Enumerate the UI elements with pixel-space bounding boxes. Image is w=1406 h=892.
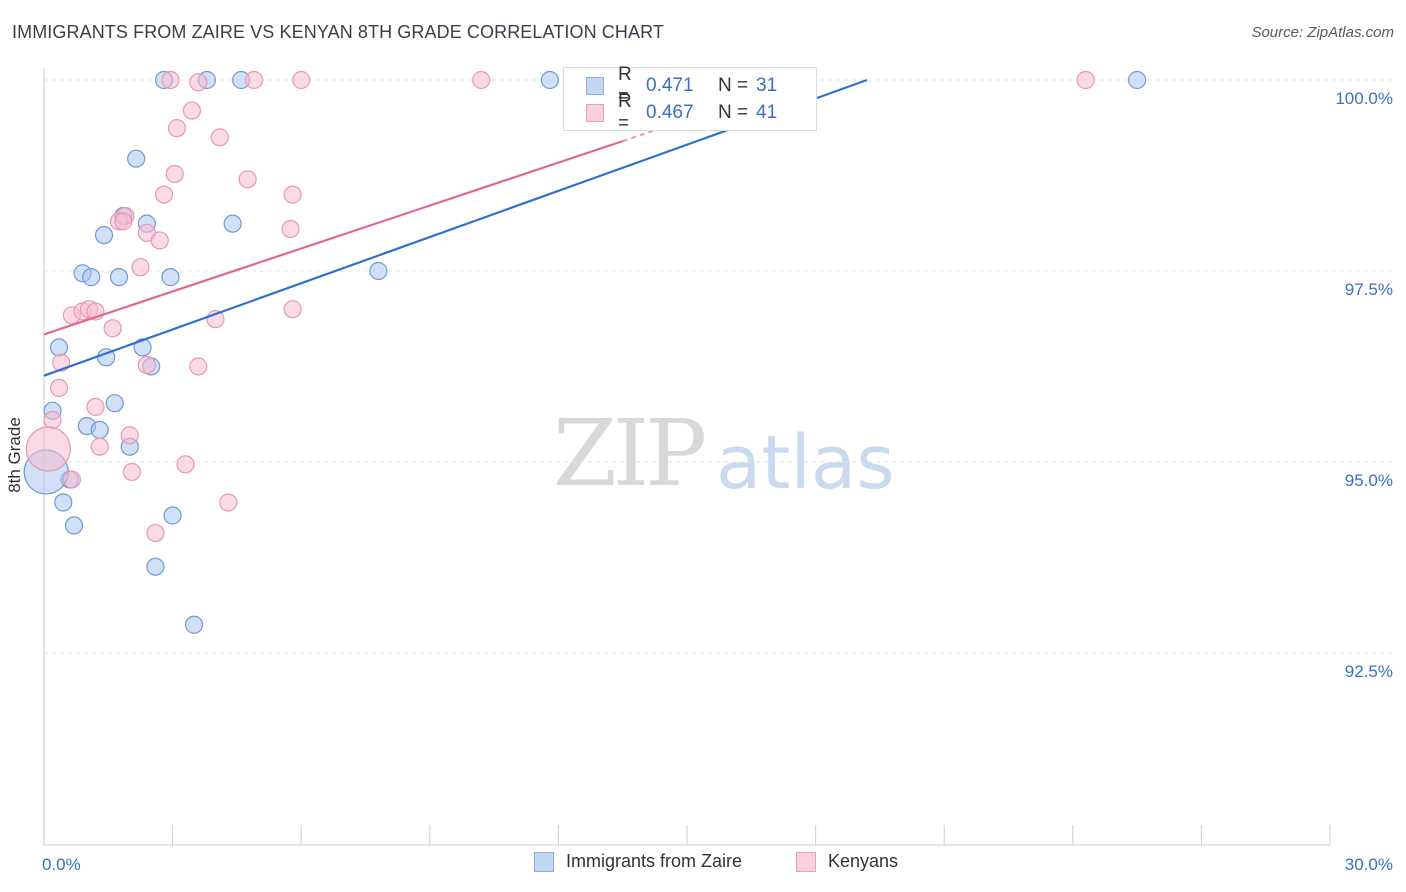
legend-r-label: R = (618, 91, 632, 134)
data-point-zaire (127, 149, 146, 168)
legend-n-label: N = (718, 75, 749, 96)
data-point-kenyans (189, 73, 208, 92)
data-point-kenyans (1076, 70, 1095, 90)
data-point-kenyans (146, 523, 165, 543)
legend-n-label: N = (718, 102, 749, 123)
data-point-kenyans (90, 437, 109, 456)
data-point-kenyans (86, 397, 105, 417)
legend-swatch-kenyans (586, 104, 604, 122)
data-point-kenyans (176, 455, 195, 474)
data-point-zaire (94, 225, 114, 245)
legend-row-zaire: R = 0.471 N = 31 (586, 64, 778, 107)
data-point-zaire (223, 214, 242, 233)
legend-r-value: 0.467 (646, 102, 694, 123)
series-legend-item-zaire[interactable]: Immigrants from Zaire (534, 851, 742, 872)
data-point-kenyans (281, 219, 300, 239)
data-point-kenyans (114, 212, 133, 231)
data-point-kenyans (122, 462, 141, 482)
data-point-zaire (105, 394, 124, 413)
legend-n-value: 31 (756, 75, 778, 96)
data-point-kenyans (150, 231, 169, 250)
data-point-kenyans (182, 101, 201, 120)
data-point-zaire (90, 420, 109, 440)
watermark-zip: ZIP (553, 400, 707, 507)
data-point-kenyans (283, 300, 302, 319)
data-point-zaire (161, 268, 180, 287)
legend-r-label: R = (618, 64, 632, 107)
data-point-kenyans (210, 128, 229, 147)
data-point-kenyans (238, 170, 257, 189)
legend-swatch-zaire (586, 77, 604, 95)
series-legend-label-kenyans: Kenyans (828, 851, 899, 871)
y-tick-label: 100.0% (1335, 89, 1393, 108)
data-point-zaire (163, 506, 182, 525)
data-point-kenyans (167, 119, 186, 138)
data-point-kenyans (103, 319, 122, 338)
data-point-zaire (184, 615, 204, 634)
data-point-kenyans (131, 258, 150, 277)
data-point-zaire (54, 493, 73, 512)
series-legend-swatch-kenyans (796, 851, 816, 872)
data-point-kenyans (189, 357, 208, 376)
data-point-kenyans (137, 355, 156, 375)
y-tick-label: 97.5% (1345, 280, 1393, 299)
data-point-kenyans (283, 185, 302, 204)
data-point-zaire (146, 557, 165, 576)
data-point-kenyans (49, 378, 69, 397)
correlation-legend: R = 0.471 N = 31 R = 0.467 N = 41 (563, 64, 817, 134)
data-point-kenyans (43, 410, 62, 430)
y-tick-label: 92.5% (1345, 662, 1393, 681)
data-point-zaire (369, 261, 388, 281)
data-point-kenyans (120, 426, 139, 445)
data-point-zaire (1127, 70, 1147, 90)
data-point-kenyans (25, 426, 71, 472)
x-tick-label: 0.0% (42, 855, 81, 874)
data-point-kenyans (165, 164, 184, 184)
data-point-zaire (540, 70, 559, 90)
source-label: Source: ZipAtlas.com (1251, 24, 1394, 41)
data-point-zaire (109, 268, 129, 287)
data-point-kenyans (472, 70, 491, 90)
legend-row-kenyans: R = 0.467 N = 41 (586, 91, 778, 134)
x-tick-label: 30.0% (1345, 855, 1393, 874)
data-point-zaire (82, 268, 101, 287)
y-tick-label: 95.0% (1345, 471, 1393, 490)
data-point-zaire (133, 338, 152, 357)
legend-r-value: 0.471 (646, 75, 694, 96)
data-point-kenyans (161, 70, 180, 90)
data-point-kenyans (62, 470, 81, 489)
watermark-atlas: atlas (716, 420, 895, 506)
series-legend-swatch-zaire (534, 851, 554, 872)
data-point-kenyans (244, 70, 264, 90)
series-legend-item-kenyans[interactable]: Kenyans (796, 851, 898, 872)
data-point-kenyans (292, 70, 311, 90)
legend-n-value: 41 (756, 102, 778, 123)
data-point-zaire (49, 338, 69, 357)
chart-title: IMMIGRANTS FROM ZAIRE VS KENYAN 8TH GRAD… (12, 22, 664, 42)
data-point-kenyans (154, 185, 174, 204)
data-point-kenyans (219, 493, 238, 512)
data-point-zaire (64, 516, 84, 535)
series-legend: Immigrants from Zaire Kenyans (0, 851, 1406, 879)
trend-line-kenyans (43, 140, 624, 336)
series-legend-label-zaire: Immigrants from Zaire (566, 851, 743, 871)
